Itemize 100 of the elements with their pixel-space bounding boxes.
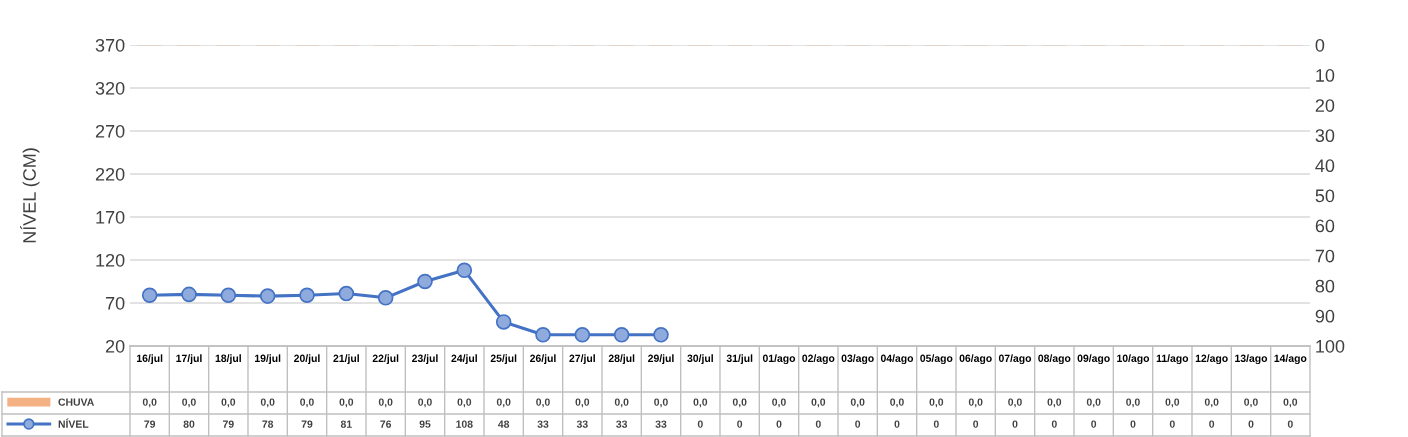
- x-tick-label: 02/ago: [802, 354, 835, 365]
- data-label: 0,0: [850, 398, 865, 408]
- data-label: 0,0: [1086, 398, 1101, 408]
- x-tick-label: 25/jul: [490, 354, 517, 365]
- data-label: 33: [616, 420, 628, 428]
- data-label: 0,0: [968, 398, 983, 408]
- y-tick-label: 270: [95, 124, 125, 138]
- text: 0: [1287, 420, 1293, 428]
- y-tick-label: 170: [96, 210, 125, 224]
- text: 0: [933, 420, 939, 428]
- x-tick-label: 24/jul: [451, 354, 477, 365]
- x-tick-label: 14/ago: [1274, 354, 1307, 365]
- data-label: 0,0: [811, 398, 826, 408]
- data-label: 0,0: [1126, 398, 1140, 408]
- x-tick-label: 21/jul: [333, 354, 359, 365]
- data-label: 33: [537, 420, 549, 428]
- data-label: 0,0: [182, 398, 196, 408]
- y2-tick-label: 20: [1315, 99, 1335, 112]
- text: 0: [1130, 420, 1136, 428]
- data-label: 108: [456, 420, 473, 428]
- x-tick-label: 05/ago: [920, 354, 953, 365]
- text: 0: [1012, 420, 1018, 428]
- y-tick-label: 70: [105, 296, 125, 310]
- data-label: 0,0: [142, 398, 157, 408]
- x-tick-label: 20/jul: [294, 354, 320, 365]
- data-label: 0,0: [1165, 398, 1180, 408]
- x-tick-label: 17/jul: [176, 354, 202, 365]
- text: 0: [697, 420, 703, 428]
- data-label: 0,0: [1047, 398, 1062, 408]
- data-label: 0,0: [614, 398, 629, 408]
- data-label: 0,0: [221, 398, 236, 408]
- x-tick-label: 06/ago: [959, 354, 992, 365]
- y-tick-label: 370: [95, 38, 125, 52]
- data-label: 33: [655, 420, 667, 428]
- data-label: 0,0: [732, 398, 747, 408]
- y-tick-label: 120: [96, 253, 125, 267]
- data-label: 0,0: [260, 398, 275, 408]
- text: 0: [1248, 420, 1254, 428]
- data-label: 48: [498, 420, 510, 428]
- data-label: 0,0: [654, 398, 668, 408]
- y2-tick-label: 90: [1315, 309, 1335, 323]
- x-tick-label: 18/jul: [215, 354, 241, 365]
- text: 0: [973, 420, 979, 428]
- y2-tick-label: 30: [1315, 129, 1335, 143]
- x-tick-label: 10/ago: [1117, 354, 1150, 365]
- text: 0: [1209, 420, 1215, 428]
- y2-tick-label: 10: [1316, 69, 1335, 82]
- x-tick-label: 13/ago: [1235, 354, 1268, 365]
- x-tick-label: 08/ago: [1038, 354, 1071, 365]
- data-label: 79: [144, 420, 156, 428]
- text: 0: [1091, 420, 1097, 428]
- data-label: 0,0: [418, 398, 432, 408]
- y-tick-label: 320: [95, 81, 125, 95]
- y2-tick-label: 60: [1315, 219, 1335, 233]
- x-tick-label: 26/jul: [530, 354, 556, 365]
- data-label: 0,0: [575, 398, 590, 408]
- y2-tick-label: 100: [1316, 339, 1345, 353]
- data-label: 76: [380, 420, 392, 428]
- y2-tick-label: 40: [1315, 159, 1335, 173]
- data-label: 0,0: [693, 398, 708, 408]
- data-label: 80: [183, 420, 195, 428]
- x-tick-label: 27/jul: [569, 354, 595, 365]
- y-tick-label: 20: [105, 339, 125, 353]
- x-tick-label: 30/jul: [687, 354, 713, 365]
- data-label: 0,0: [536, 398, 550, 408]
- y-tick-label: 220: [95, 167, 125, 181]
- legend-label: CHUVA: [58, 398, 94, 406]
- x-tick-label: 23/jul: [412, 354, 438, 365]
- data-label: 79: [222, 420, 234, 428]
- data-label: 0,0: [772, 398, 786, 408]
- text: 0: [1051, 420, 1057, 428]
- data-label: 33: [576, 420, 588, 428]
- y2-tick-label: 80: [1315, 279, 1335, 293]
- text: 0: [855, 420, 861, 428]
- data-label: 0,0: [496, 398, 511, 408]
- x-tick-label: 16/jul: [137, 354, 163, 365]
- x-tick-label: 03/ago: [841, 354, 874, 365]
- data-label: 95: [419, 420, 431, 428]
- x-tick-label: 01/ago: [762, 354, 796, 365]
- data-label: 0,0: [1283, 398, 1298, 408]
- data-label: 0,0: [300, 398, 314, 408]
- data-label: 0,0: [457, 398, 472, 408]
- data-label: 0,0: [1244, 398, 1258, 408]
- x-tick-label: 04/ago: [880, 354, 914, 365]
- y2-tick-label: 70: [1315, 249, 1335, 263]
- text: 0: [1169, 420, 1175, 428]
- text: 0: [737, 420, 743, 428]
- x-tick-label: 07/ago: [998, 354, 1032, 365]
- text: 0: [776, 420, 782, 428]
- data-label: 0,0: [339, 398, 354, 408]
- x-tick-label: 12/ago: [1195, 354, 1228, 365]
- x-tick-label: 22/jul: [372, 354, 399, 365]
- x-tick-label: 09/ago: [1077, 354, 1110, 365]
- text: 0: [894, 420, 900, 428]
- x-tick-label: 29/jul: [648, 354, 674, 365]
- legend-label: NÍVEL: [58, 418, 89, 428]
- y2-tick-label: 50: [1315, 189, 1335, 203]
- data-label: 79: [301, 420, 313, 428]
- x-tick-label: 28/jul: [608, 354, 635, 365]
- data-label: 78: [262, 420, 274, 428]
